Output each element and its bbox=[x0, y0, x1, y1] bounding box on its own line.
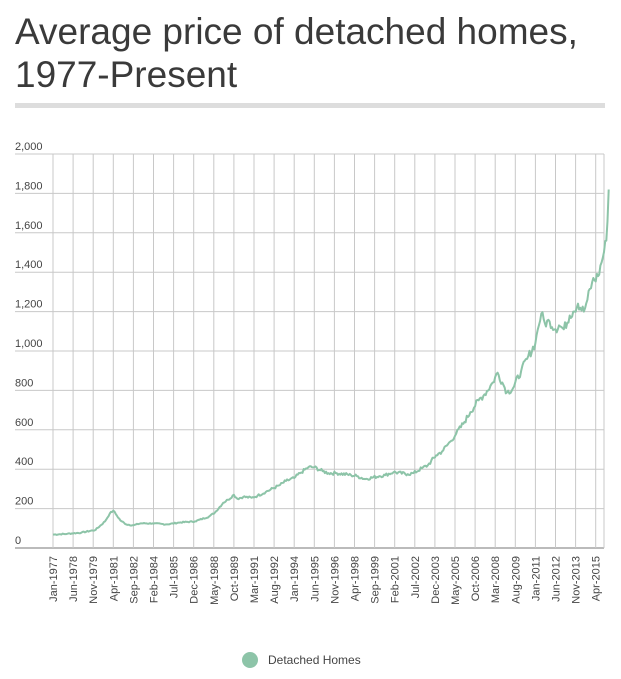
chart-title: Average price of detached homes, 1977-Pr… bbox=[15, 11, 578, 95]
y-tick-label: 1,400 bbox=[15, 259, 43, 271]
legend: Detached Homes bbox=[242, 650, 361, 670]
series-group bbox=[52, 189, 610, 536]
y-axis: 2,000 1,800 1,600 1,400 1,200 1,000 800 600 400 2… bbox=[15, 141, 43, 547]
title-divider bbox=[15, 103, 605, 108]
x-tick-label: Mar-1991 bbox=[249, 556, 261, 603]
legend-marker-detached-homes bbox=[242, 652, 258, 668]
line-chart: 2,000 1,800 1,600 1,400 1,200 1,000 800 600 400 2… bbox=[15, 141, 610, 605]
legend-label-detached-homes: Detached Homes bbox=[268, 653, 361, 667]
x-tick-label: Apr-2015 bbox=[591, 556, 603, 601]
y-tick-label: 1,200 bbox=[15, 299, 43, 311]
x-tick-label: Jun-1978 bbox=[68, 556, 80, 602]
y-tick-label: 1,000 bbox=[15, 338, 43, 350]
x-tick-label: Oct-1989 bbox=[229, 556, 241, 601]
y-tick-label: 0 bbox=[15, 535, 21, 547]
y-tick-label: 2,000 bbox=[15, 141, 43, 153]
x-tick-label: Oct-2006 bbox=[470, 556, 482, 601]
y-tick-label: 1,600 bbox=[15, 220, 43, 232]
grid bbox=[15, 153, 605, 549]
x-tick-label: Feb-1984 bbox=[149, 556, 161, 603]
x-tick-label: Feb-2001 bbox=[390, 556, 402, 603]
x-tick-label: May-2005 bbox=[450, 556, 462, 605]
x-tick-label: May-1988 bbox=[209, 556, 221, 605]
x-tick-label: Dec-1986 bbox=[189, 556, 201, 604]
x-tick-label: Dec-2003 bbox=[430, 556, 442, 604]
x-tick-label: Jan-1994 bbox=[289, 556, 301, 602]
x-tick-label: Apr-1998 bbox=[350, 556, 362, 601]
y-tick-label: 600 bbox=[15, 417, 33, 429]
x-tick-label: Jul-1985 bbox=[169, 556, 181, 598]
x-tick-label: Jun-2012 bbox=[551, 556, 563, 602]
x-tick-label: Jul-2002 bbox=[410, 556, 422, 598]
y-tick-label: 400 bbox=[15, 456, 33, 468]
x-tick-label: Mar-2008 bbox=[490, 556, 502, 603]
x-tick-label: Sep-1982 bbox=[128, 556, 140, 604]
x-axis: Jan-1977 Jun-1978 Nov-1979 Apr-1981 Sep-1982… bbox=[48, 556, 603, 605]
y-tick-label: 200 bbox=[15, 496, 33, 508]
x-tick-label: Jan-2011 bbox=[530, 556, 542, 601]
x-tick-label: Sep-1999 bbox=[370, 556, 382, 604]
x-tick-label: Jun-1995 bbox=[309, 556, 321, 602]
x-tick-label: Jan-1977 bbox=[48, 556, 60, 602]
x-tick-label: Aug-1992 bbox=[269, 556, 281, 604]
x-tick-label: Nov-1979 bbox=[88, 556, 100, 604]
x-tick-label: Nov-1996 bbox=[329, 556, 341, 604]
x-tick-label: Apr-1981 bbox=[108, 556, 120, 601]
x-tick-label: Nov-2013 bbox=[571, 556, 583, 604]
y-tick-label: 800 bbox=[15, 377, 33, 389]
x-tick-label: Aug-2009 bbox=[510, 556, 522, 604]
series-line-detached-homes bbox=[52, 189, 610, 536]
y-tick-label: 1,800 bbox=[15, 180, 43, 192]
